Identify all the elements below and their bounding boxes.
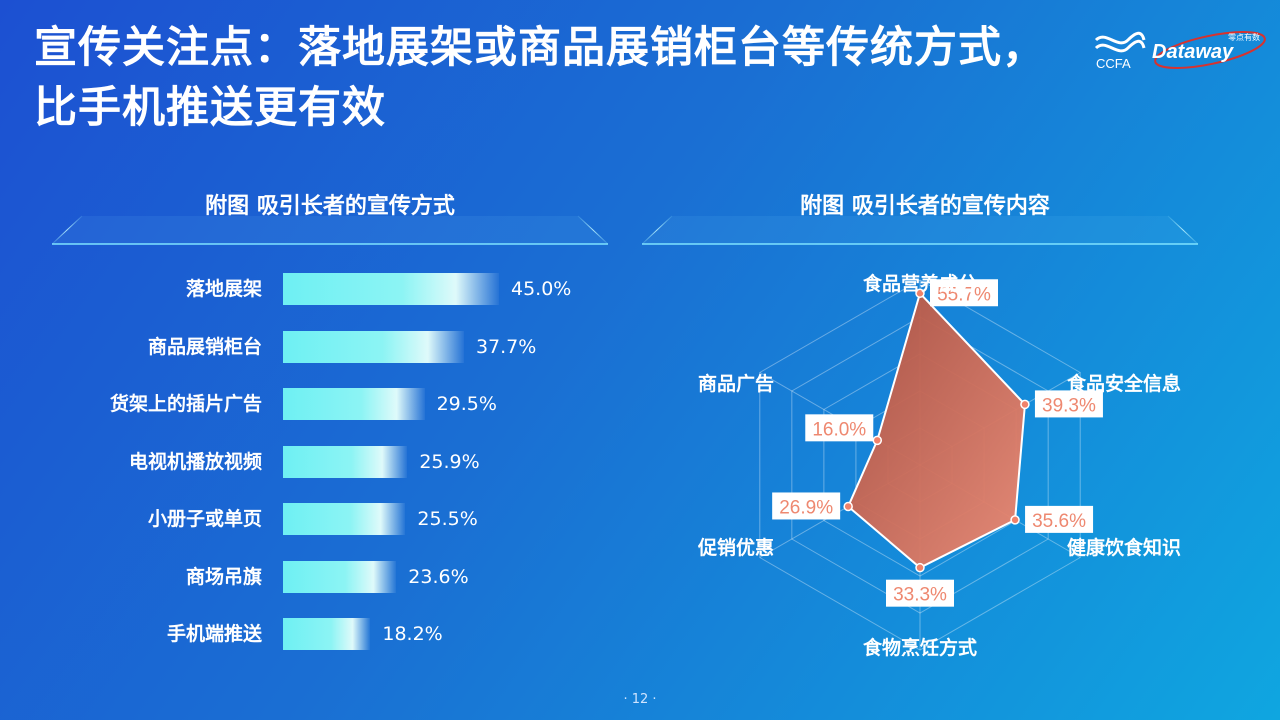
radar-value-label-text: 26.9%: [779, 497, 833, 518]
radar-category-label: 食品安全信息: [1067, 372, 1181, 395]
radar-category-label: 食物烹饪方式: [863, 636, 977, 659]
radar-chart: 55.7% 39.3% 35.6% 33.3% 26.9% 16.0% 食品营养成分食品安全…: [697, 272, 1181, 659]
dataway-sub: 零点有数: [1228, 32, 1260, 42]
bar: [283, 560, 397, 593]
radar-data-point: [915, 288, 925, 299]
bar: [283, 503, 406, 535]
ccfa-text: CCFA: [1096, 56, 1131, 71]
radar-category-label: 商品广告: [698, 372, 774, 395]
bar: [283, 618, 371, 650]
radar-value-label-box: [1025, 505, 1094, 533]
bar-value-label: 25.9%: [419, 450, 480, 473]
bar-value-label: 29.5%: [436, 393, 497, 415]
radar-value-label-box: [886, 579, 954, 607]
bar: [283, 273, 499, 305]
bar: [283, 330, 464, 363]
radar-value-label-box: [930, 279, 998, 307]
radar-value-label-text: 55.7%: [937, 284, 991, 305]
bar-label: 货架上的插片广告: [109, 393, 262, 415]
radar-data-point: [872, 435, 883, 446]
radar-series-area: [846, 291, 1026, 569]
radar-value-label: 33.3%: [886, 579, 954, 607]
page-number: · 12 ·: [623, 692, 657, 707]
ccfa-dataway-logo: CCFA Dataway 零点有数: [1094, 31, 1266, 71]
radar-chart-title-frame: [642, 215, 1198, 245]
radar-value-label: 16.0%: [805, 414, 874, 442]
radar-value-label: 26.9%: [772, 492, 841, 520]
radar-value-label: 39.3%: [1034, 390, 1103, 418]
radar-data-point: [1020, 399, 1030, 410]
bar-label: 商品展销柜台: [147, 335, 262, 358]
radar-value-label-box: [805, 414, 874, 442]
bar-label: 落地展架: [185, 278, 262, 300]
slide-title: 宣传关注点：落地展架或商品展销柜台等传统方式，比手机推送更有效: [34, 23, 1046, 133]
bar-value-label: 25.5%: [417, 508, 478, 530]
radar-data-point: [843, 501, 853, 512]
bar-value-label: 23.6%: [408, 565, 469, 588]
bar-chart-title: 附图 吸引长者的宣传方式: [205, 194, 455, 219]
radar-value-label-text: 33.3%: [893, 585, 947, 606]
bar: [283, 445, 408, 478]
radar-category-label: 促销优惠: [697, 536, 774, 559]
bar-label: 手机端推送: [166, 623, 262, 645]
bar-value-label: 37.7%: [475, 335, 537, 358]
bar-chart-title-frame: [52, 215, 608, 245]
radar-value-label-box: [772, 492, 841, 520]
dataway-text: Dataway: [1152, 41, 1234, 63]
radar-value-label-box: [1034, 390, 1103, 418]
bar-label: 商场吊旗: [185, 565, 262, 588]
radar-category-label: 健康饮食知识: [1067, 536, 1181, 559]
radar-category-label: 食品营养成分: [863, 272, 977, 295]
radar-value-label-text: 39.3%: [1042, 395, 1096, 416]
radar-value-label-text: 16.0%: [812, 419, 866, 440]
radar-value-label: 35.6%: [1025, 505, 1094, 533]
radar-value-label: 55.7%: [930, 279, 998, 307]
radar-value-label-text: 35.6%: [1032, 511, 1086, 532]
bar-value-label: 18.2%: [382, 623, 443, 645]
logo: CCFA Dataway 零点有数: [1092, 26, 1268, 74]
bar-label: 电视机播放视频: [128, 450, 262, 473]
radar-data-point: [1010, 515, 1020, 525]
radar-data-point: [915, 562, 925, 573]
bar-label: 小册子或单页: [147, 508, 262, 530]
bar: [283, 388, 425, 420]
radar-grid-ring: [759, 279, 1081, 651]
bar-value-label: 45.0%: [511, 278, 572, 300]
radar-chart-title: 附图 吸引长者的宣传内容: [800, 194, 1050, 219]
